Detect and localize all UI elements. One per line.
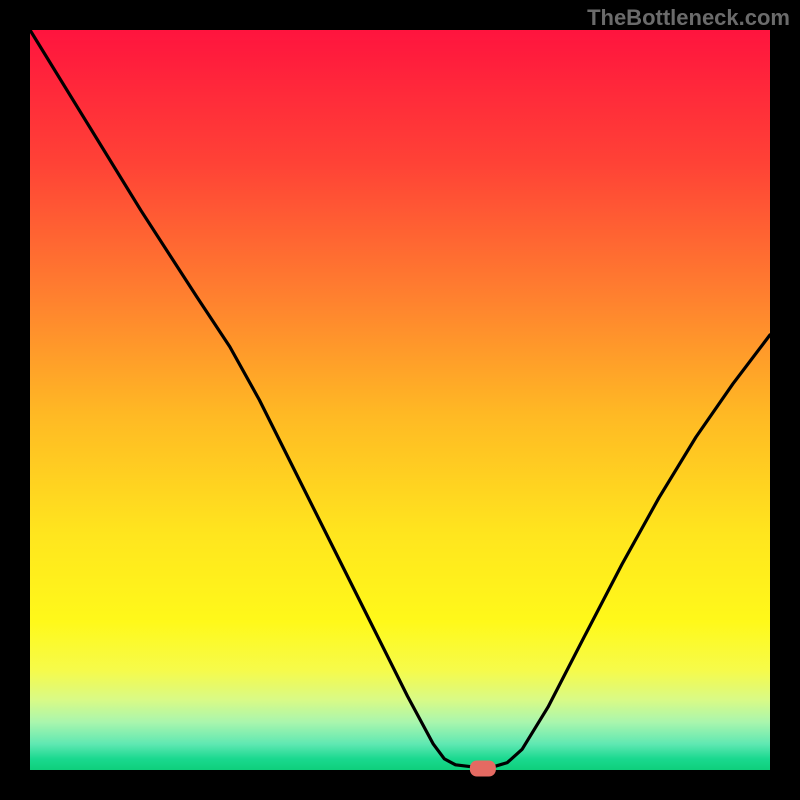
optimal-point-marker bbox=[470, 761, 496, 777]
bottleneck-chart bbox=[0, 0, 800, 800]
gradient-plot-area bbox=[30, 30, 770, 770]
chart-container: { "watermark": { "text": "TheBottleneck.… bbox=[0, 0, 800, 800]
watermark-text: TheBottleneck.com bbox=[587, 5, 790, 31]
